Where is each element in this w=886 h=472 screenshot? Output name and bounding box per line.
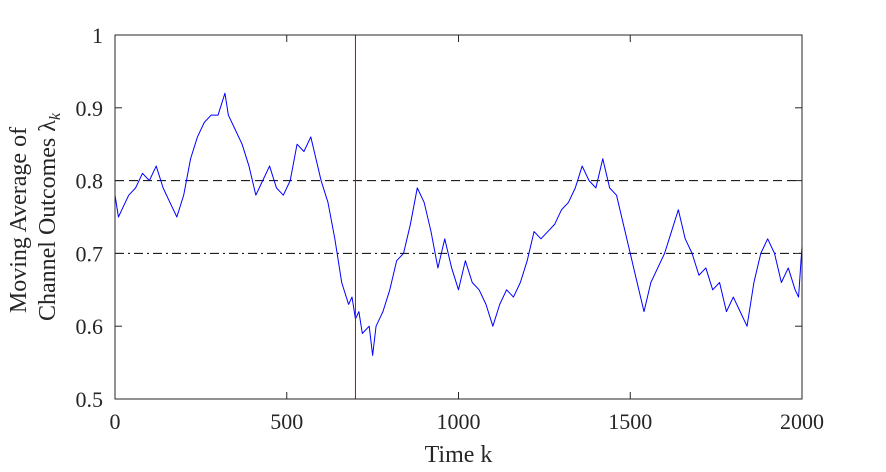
y-tick-label: 1: [92, 23, 103, 48]
y-axis-label-line2: Channel Outcomes λ: [35, 120, 61, 321]
x-tick-label: 2000: [780, 409, 824, 434]
y-tick-label: 0.6: [76, 314, 104, 339]
x-tick-label: 0: [110, 409, 121, 434]
reference-lines: [115, 180, 802, 254]
y-axis-label: Moving Average of Channel Outcomes λk: [6, 112, 64, 321]
x-tick-label: 1500: [608, 409, 652, 434]
series-line-1: [114, 92, 803, 356]
x-tick-label: 1000: [437, 409, 481, 434]
y-axis-label-subscript: k: [47, 112, 64, 120]
x-axis-label: Time k: [425, 442, 493, 468]
y-tick-label: 0.5: [76, 387, 104, 412]
y-tick-label: 0.9: [76, 96, 104, 121]
y-axis-label-line1: Moving Average of: [6, 127, 32, 313]
x-axis: 0 500 1000 1500 2000: [110, 35, 824, 434]
y-axis: 0.5 0.6 0.7 0.8 0.9 1: [76, 23, 802, 412]
plot-area: [115, 35, 802, 399]
x-tick-label: 500: [270, 409, 303, 434]
y-tick-label: 0.7: [76, 241, 104, 266]
series-layer: [114, 92, 803, 356]
y-tick-label: 0.8: [76, 169, 104, 194]
